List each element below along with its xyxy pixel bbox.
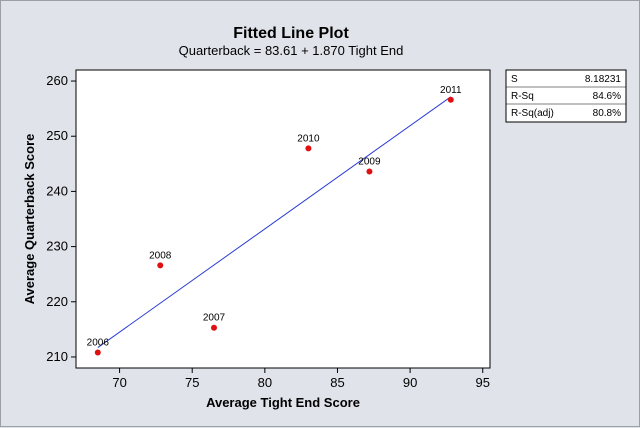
stats-value-r-sq: 84.6% (593, 91, 621, 102)
point-label-2011: 2011 (440, 85, 462, 96)
y-tick-label-230: 230 (46, 239, 68, 254)
y-tick-label-260: 260 (46, 73, 68, 88)
stats-label-r-sq: R-Sq (511, 91, 534, 102)
x-tick-label-70: 70 (112, 375, 126, 390)
chart-title: Fitted Line Plot (233, 25, 349, 42)
y-tick-label-250: 250 (46, 128, 68, 143)
stats-value-s: 8.18231 (585, 74, 622, 85)
data-point-2009 (366, 168, 373, 175)
x-tick-label-90: 90 (403, 375, 417, 390)
x-tick-label-85: 85 (330, 375, 344, 390)
data-point-2008 (157, 262, 164, 269)
x-tick-label-80: 80 (258, 375, 272, 390)
point-label-2009: 2009 (358, 157, 381, 168)
y-axis-label: Average Quarterback Score (22, 134, 37, 305)
data-point-2010 (305, 145, 312, 152)
point-label-2010: 2010 (297, 133, 320, 144)
data-point-2006 (94, 349, 101, 356)
plot-area (75, 69, 491, 369)
y-tick-label-210: 210 (46, 349, 68, 364)
point-label-2008: 2008 (149, 250, 172, 261)
stats-label-r-sq-adj-: R-Sq(adj) (511, 108, 554, 119)
chart-subtitle: Quarterback = 83.61 + 1.870 Tight End (179, 43, 404, 58)
data-point-2011 (447, 96, 454, 103)
fitted-regression-line (97, 96, 452, 348)
data-point-2007 (211, 324, 217, 331)
x-tick-label-95: 95 (476, 375, 490, 390)
x-axis-label: Average Tight End Score (206, 395, 360, 410)
y-tick-label-220: 220 (46, 294, 68, 309)
stats-label-s: S (511, 74, 518, 85)
point-label-2006: 2006 (87, 338, 110, 349)
stats-box: S 8.18231 R-Sq 84.6% R-Sq(adj) 80.8% (505, 69, 627, 123)
stats-value-r-sq-adj-: 80.8% (593, 108, 621, 119)
point-label-2007: 2007 (203, 313, 226, 324)
y-tick-label-240: 240 (46, 183, 68, 198)
x-tick-label-75: 75 (185, 375, 199, 390)
